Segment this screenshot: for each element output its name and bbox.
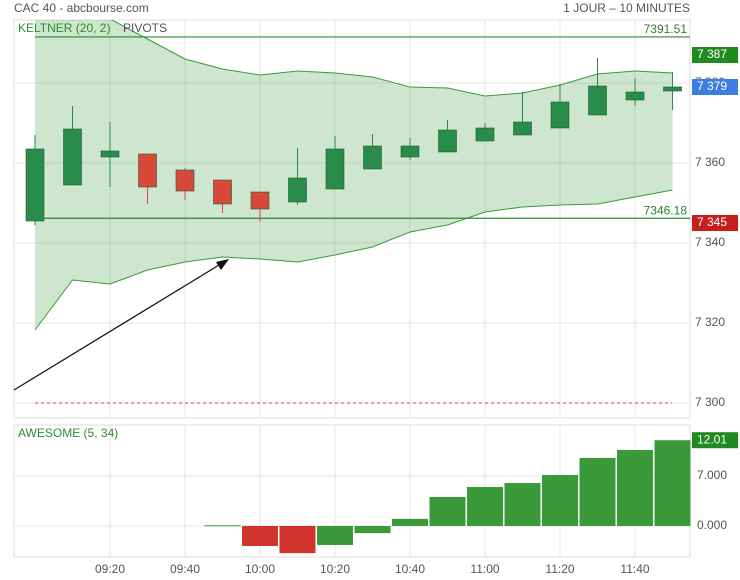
candle-body xyxy=(588,85,607,116)
candle-body xyxy=(513,121,532,136)
candle-body xyxy=(363,145,382,170)
pivot-label: 7391.51 xyxy=(644,22,688,36)
bar xyxy=(504,483,541,526)
bar xyxy=(242,526,278,546)
panel-title: AWESOME (5, 34) xyxy=(18,426,118,440)
pivot-label: 7346.18 xyxy=(644,203,688,217)
x-tick-label: 10:20 xyxy=(320,562,350,576)
bar xyxy=(579,458,616,526)
y-tick-label: 7 340 xyxy=(695,235,725,249)
price-tag-label: 7 345 xyxy=(697,215,727,229)
bar xyxy=(317,526,353,545)
candle-body xyxy=(213,179,232,205)
bar xyxy=(429,497,466,526)
candle-body xyxy=(325,148,345,190)
arrow xyxy=(13,261,225,391)
x-tick-label: 10:00 xyxy=(245,562,275,576)
candle-body xyxy=(475,127,495,142)
y-tick-label: 7 320 xyxy=(695,315,725,329)
keltner-fill xyxy=(35,20,673,330)
value-tag-label: 12.01 xyxy=(697,432,727,446)
x-tick-label: 11:00 xyxy=(470,562,499,576)
candle-body xyxy=(138,153,157,188)
candle-body xyxy=(25,148,45,222)
candle-body xyxy=(625,91,645,101)
period: 1 JOUR – 10 MINUTES xyxy=(563,1,690,15)
page-title: CAC 40 - abcbourse.com xyxy=(14,1,149,15)
keltner-upper xyxy=(110,20,673,97)
overlay-label: PIVOTS xyxy=(123,21,167,35)
main-plot xyxy=(14,20,690,418)
x-tick-label: 09:40 xyxy=(170,562,200,576)
candle-body xyxy=(250,191,270,210)
candle-body xyxy=(550,101,570,129)
bar xyxy=(279,526,316,554)
bar xyxy=(617,450,653,526)
price-tag xyxy=(692,215,738,231)
main-panel xyxy=(13,19,691,419)
price-tag xyxy=(692,47,738,63)
x-tick-label: 11:20 xyxy=(545,562,574,576)
bar xyxy=(354,526,391,534)
bar xyxy=(654,440,691,526)
panel-title: KELTNER (20, 2) xyxy=(18,21,110,35)
value-tag xyxy=(692,432,738,449)
bar xyxy=(542,475,578,526)
y-tick-label: 7.000 xyxy=(697,468,727,482)
y-tick-label: 7 300 xyxy=(695,395,725,409)
bar xyxy=(204,525,241,527)
bar xyxy=(467,487,503,526)
candle-body xyxy=(175,169,195,192)
arrow-head xyxy=(216,259,229,270)
price-tag-label: 7 387 xyxy=(697,47,727,61)
candle-body xyxy=(100,150,120,158)
y-tick-label: 0.000 xyxy=(697,518,727,532)
candle-body xyxy=(438,129,457,153)
price-tag xyxy=(692,79,738,95)
candle-body xyxy=(63,128,82,186)
candle-body xyxy=(288,177,307,203)
bar xyxy=(392,518,428,526)
y-tick-label: 7 360 xyxy=(695,155,725,169)
price-tag-label: 7 379 xyxy=(697,79,727,93)
x-tick-label: 11:40 xyxy=(620,562,649,576)
x-tick-label: 10:40 xyxy=(395,562,425,576)
candle-body xyxy=(400,145,420,158)
candle-body xyxy=(663,86,682,92)
x-tick-label: 09:20 xyxy=(95,562,125,576)
keltner-lower xyxy=(34,189,673,331)
